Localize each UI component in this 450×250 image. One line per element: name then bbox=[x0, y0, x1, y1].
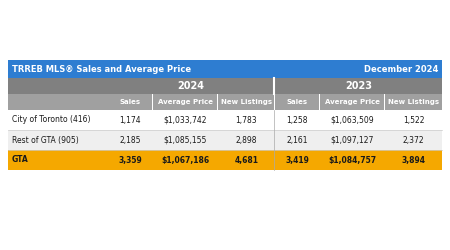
Text: 1,174: 1,174 bbox=[120, 116, 141, 124]
Text: 2,161: 2,161 bbox=[287, 136, 308, 144]
Text: Sales: Sales bbox=[287, 99, 308, 105]
Text: 2,185: 2,185 bbox=[120, 136, 141, 144]
Text: 2023: 2023 bbox=[345, 81, 372, 91]
Text: $1,063,509: $1,063,509 bbox=[331, 116, 374, 124]
Bar bbox=[153, 94, 217, 110]
Text: $1,067,186: $1,067,186 bbox=[162, 156, 209, 164]
Bar bbox=[320, 94, 384, 110]
Text: $1,097,127: $1,097,127 bbox=[331, 136, 374, 144]
Text: 3,894: 3,894 bbox=[401, 156, 426, 164]
Bar bbox=[8, 78, 108, 94]
Text: $1,033,742: $1,033,742 bbox=[164, 116, 207, 124]
Text: Average Price: Average Price bbox=[325, 99, 380, 105]
Bar bbox=[275, 78, 442, 94]
Bar bbox=[8, 150, 442, 170]
Text: 1,522: 1,522 bbox=[403, 116, 424, 124]
Text: Sales: Sales bbox=[120, 99, 141, 105]
Text: 2,372: 2,372 bbox=[403, 136, 424, 144]
Text: 2,898: 2,898 bbox=[236, 136, 257, 144]
Text: 1,258: 1,258 bbox=[287, 116, 308, 124]
Bar bbox=[108, 78, 273, 94]
Bar bbox=[8, 130, 442, 150]
Text: 3,359: 3,359 bbox=[118, 156, 142, 164]
Text: $1,085,155: $1,085,155 bbox=[164, 136, 207, 144]
Text: $1,084,757: $1,084,757 bbox=[328, 156, 377, 164]
Text: Average Price: Average Price bbox=[158, 99, 213, 105]
Text: City of Toronto (416): City of Toronto (416) bbox=[12, 116, 90, 124]
Text: GTA: GTA bbox=[12, 156, 29, 164]
Text: 2024: 2024 bbox=[177, 81, 204, 91]
Bar bbox=[8, 94, 108, 110]
Bar bbox=[8, 60, 442, 78]
Text: December 2024: December 2024 bbox=[364, 64, 438, 74]
Text: New Listings: New Listings bbox=[221, 99, 272, 105]
Text: New Listings: New Listings bbox=[388, 99, 439, 105]
Text: 1,783: 1,783 bbox=[236, 116, 257, 124]
Bar bbox=[8, 110, 442, 130]
Bar bbox=[108, 94, 152, 110]
Text: Rest of GTA (905): Rest of GTA (905) bbox=[12, 136, 79, 144]
Bar bbox=[218, 94, 274, 110]
Bar bbox=[275, 94, 319, 110]
Text: 3,419: 3,419 bbox=[285, 156, 309, 164]
Bar bbox=[385, 94, 442, 110]
Text: 4,681: 4,681 bbox=[234, 156, 258, 164]
Text: TRREB MLS® Sales and Average Price: TRREB MLS® Sales and Average Price bbox=[12, 64, 191, 74]
